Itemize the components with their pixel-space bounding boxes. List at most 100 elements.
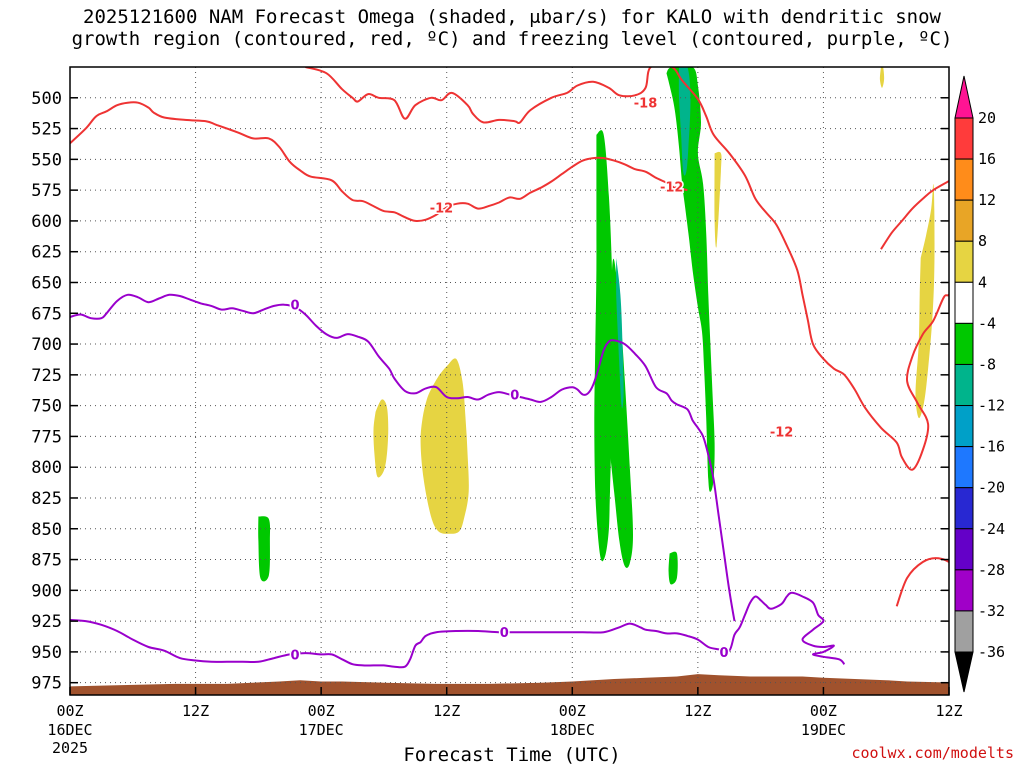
dgz-contour--12 (70, 101, 688, 223)
y-tick-label: 700 (31, 335, 62, 355)
omega-region-yellow-c (714, 151, 722, 248)
colorbar-segment (954, 322, 974, 365)
y-tick-label: 750 (31, 397, 62, 417)
x-tick-label: 12Z (935, 702, 962, 720)
y-tick-label: 925 (31, 612, 62, 632)
omega-region-teal-a (616, 257, 624, 409)
y-tick-label: 550 (31, 150, 62, 170)
freezing-contour-label: 0 (719, 646, 728, 661)
y-tick-label: 825 (31, 489, 62, 509)
colorbar-label: -24 (978, 520, 1005, 538)
y-tick-label: 675 (31, 304, 62, 324)
freezing-contour-label: 0 (500, 626, 509, 641)
contour-label-layer: -18 -12 -12 -12 0 0 0 0 0 (289, 95, 795, 665)
dgz-contour-label: -12 (660, 180, 684, 195)
x-tick-year: 2025 (52, 739, 88, 757)
colorbar-label: 16 (978, 150, 996, 168)
y-tick-label: 525 (31, 120, 62, 140)
x-tick-label: 00Z (810, 702, 837, 720)
y-tick-label: 650 (31, 273, 62, 293)
x-tick-label: 00Z (308, 702, 335, 720)
plot-frame (69, 66, 950, 696)
x-tick-date: 16DEC (47, 721, 92, 739)
y-tick-label: 875 (31, 551, 62, 571)
freezing-contour-0 (70, 293, 736, 622)
x-tick-date: 17DEC (299, 721, 344, 739)
omega-region-yellow-d (915, 184, 935, 419)
colorbar-segment (954, 405, 974, 448)
freezing-contour-label: 0 (290, 648, 299, 663)
x-tick-label: 00Z (56, 702, 83, 720)
colorbar: 20 16 12 8 4 -4 -8 -12 -16 -20 -24 -28 -32 -36 (954, 75, 1005, 693)
omega-region-green-b (608, 258, 633, 568)
freezing-contour-0b (70, 591, 846, 669)
omega-region-green-e (258, 516, 271, 582)
y-tick-label: 775 (31, 427, 62, 447)
y-axis: 500 525 550 575 600 625 650 675 700 725 750 775 800 8… (31, 89, 949, 694)
colorbar-label: -20 (978, 479, 1005, 497)
plot-background (70, 67, 949, 695)
colorbar-label: -12 (978, 397, 1005, 415)
terrain-fill (70, 674, 949, 695)
colorbar-label: -8 (978, 355, 996, 373)
colorbar-label: -4 (978, 314, 996, 332)
omega-region-yellow-b (373, 399, 389, 478)
colorbar-segment (954, 569, 974, 612)
colorbar-segment (954, 240, 974, 283)
colorbar-label: -16 (978, 438, 1005, 456)
chart-title-line-1: 2025121600 NAM Forecast Omega (shaded, μ… (83, 6, 941, 28)
dgz-contour-label: -12 (770, 425, 794, 440)
colorbar-label: 20 (978, 109, 996, 127)
colorbar-segment (954, 281, 974, 324)
colorbar-label: -28 (978, 561, 1005, 579)
omega-region-yellow-e (879, 67, 885, 88)
y-tick-label: 950 (31, 643, 62, 663)
omega-region-green-a (594, 130, 615, 562)
y-tick-label: 850 (31, 520, 62, 540)
y-tick-label: 900 (31, 581, 62, 601)
y-tick-label: 625 (31, 243, 62, 263)
dgz-contour-label: -12 (430, 201, 454, 216)
x-tick-date: 18DEC (550, 721, 595, 739)
omega-region-green-c (666, 67, 715, 492)
dgz-contour--12b (895, 557, 949, 607)
chart-title-line-2: growth region (contoured, red, ºC) and f… (71, 28, 953, 50)
colorbar-label: -32 (978, 602, 1005, 620)
y-tick-label: 800 (31, 458, 62, 478)
omega-region-teal-b (678, 67, 691, 176)
y-tick-label: 575 (31, 181, 62, 201)
x-tick-label: 12Z (684, 702, 711, 720)
colorbar-label: 4 (978, 273, 987, 291)
y-tick-label: 725 (31, 366, 62, 386)
terrain-layer (70, 674, 949, 695)
dgz-contour--18 (305, 67, 949, 471)
y-tick-label: 975 (31, 674, 62, 694)
colorbar-segment (954, 446, 974, 489)
omega-region-green-d (668, 551, 678, 585)
colorbar-segment (954, 528, 974, 571)
colorbar-segment (954, 199, 974, 242)
colorbar-label: -36 (978, 643, 1005, 661)
dgz-contour-label: -18 (634, 97, 658, 112)
colorbar-label: 12 (978, 191, 996, 209)
colorbar-segment (954, 363, 974, 407)
chart-title: 2025121600 NAM Forecast Omega (shaded, μ… (0, 6, 1024, 50)
omega-region-yellow-a (420, 358, 469, 534)
x-tick-date: 19DEC (801, 721, 846, 739)
freezing-contour-label: 0 (290, 299, 299, 314)
colorbar-bottom-arrow (954, 651, 974, 693)
omega-shading-layer (258, 67, 935, 585)
freezing-contour-label: 0 (510, 389, 519, 404)
colorbar-segment (954, 487, 974, 530)
colorbar-label: 8 (978, 232, 987, 250)
colorbar-top-arrow (954, 75, 974, 119)
colorbar-segment (954, 610, 974, 653)
dgz-contour--12c (880, 179, 949, 250)
x-tick-label: 12Z (182, 702, 209, 720)
x-tick-label: 00Z (559, 702, 586, 720)
contour-layer (70, 67, 949, 669)
source-credit: coolwx.com/modelts (851, 744, 1014, 762)
x-axis-title: Forecast Time (UTC) (403, 744, 621, 766)
